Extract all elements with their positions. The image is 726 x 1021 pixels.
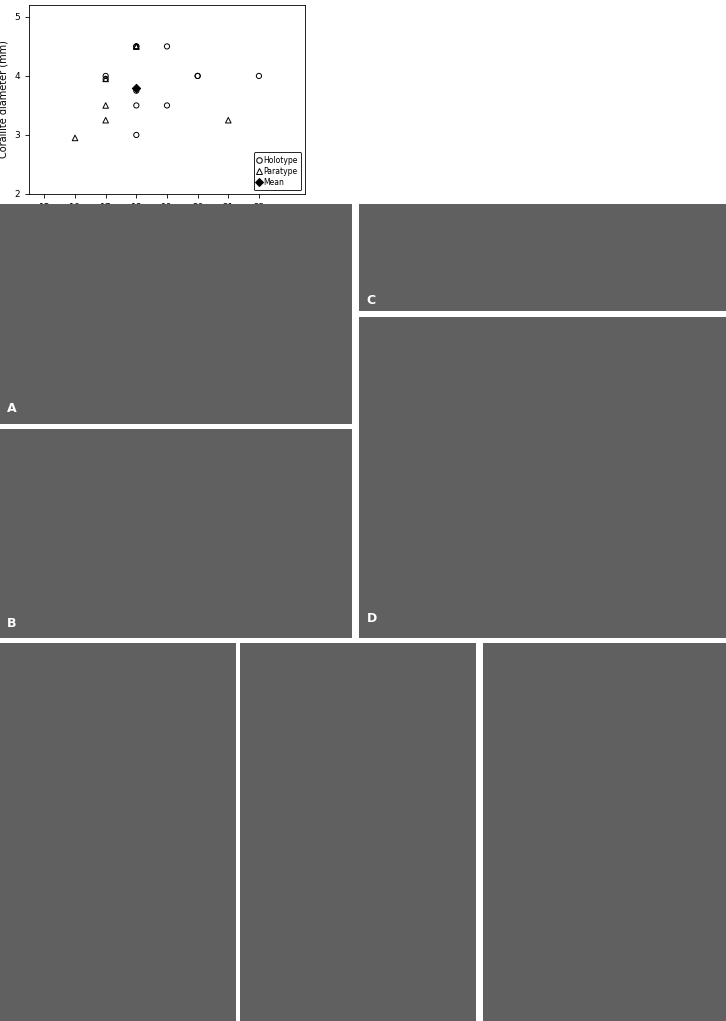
Point — [100, 112, 112, 129]
Text: B: B — [7, 617, 17, 630]
Point — [131, 83, 142, 99]
Legend: Holotype, Paratype, Mean: Holotype, Paratype, Mean — [254, 152, 301, 190]
Point — [100, 67, 112, 84]
X-axis label: Number of septa: Number of septa — [126, 217, 208, 228]
Y-axis label: Corallite diameter (mm): Corallite diameter (mm) — [0, 41, 9, 158]
Point — [100, 70, 112, 87]
Point — [131, 38, 142, 54]
Point — [253, 67, 265, 84]
Point — [100, 70, 112, 87]
Point — [192, 67, 203, 84]
Point — [131, 38, 142, 54]
Point — [131, 127, 142, 143]
Point — [131, 80, 142, 96]
Point — [161, 38, 173, 54]
Text: A: A — [7, 402, 17, 415]
Point — [222, 112, 234, 129]
Point — [131, 38, 142, 54]
Point — [131, 38, 142, 54]
Point — [161, 97, 173, 113]
Point — [69, 130, 81, 146]
Point — [192, 67, 203, 84]
Point — [131, 97, 142, 113]
Text: D: D — [367, 613, 377, 625]
Point — [100, 97, 112, 113]
Text: C: C — [367, 294, 376, 307]
